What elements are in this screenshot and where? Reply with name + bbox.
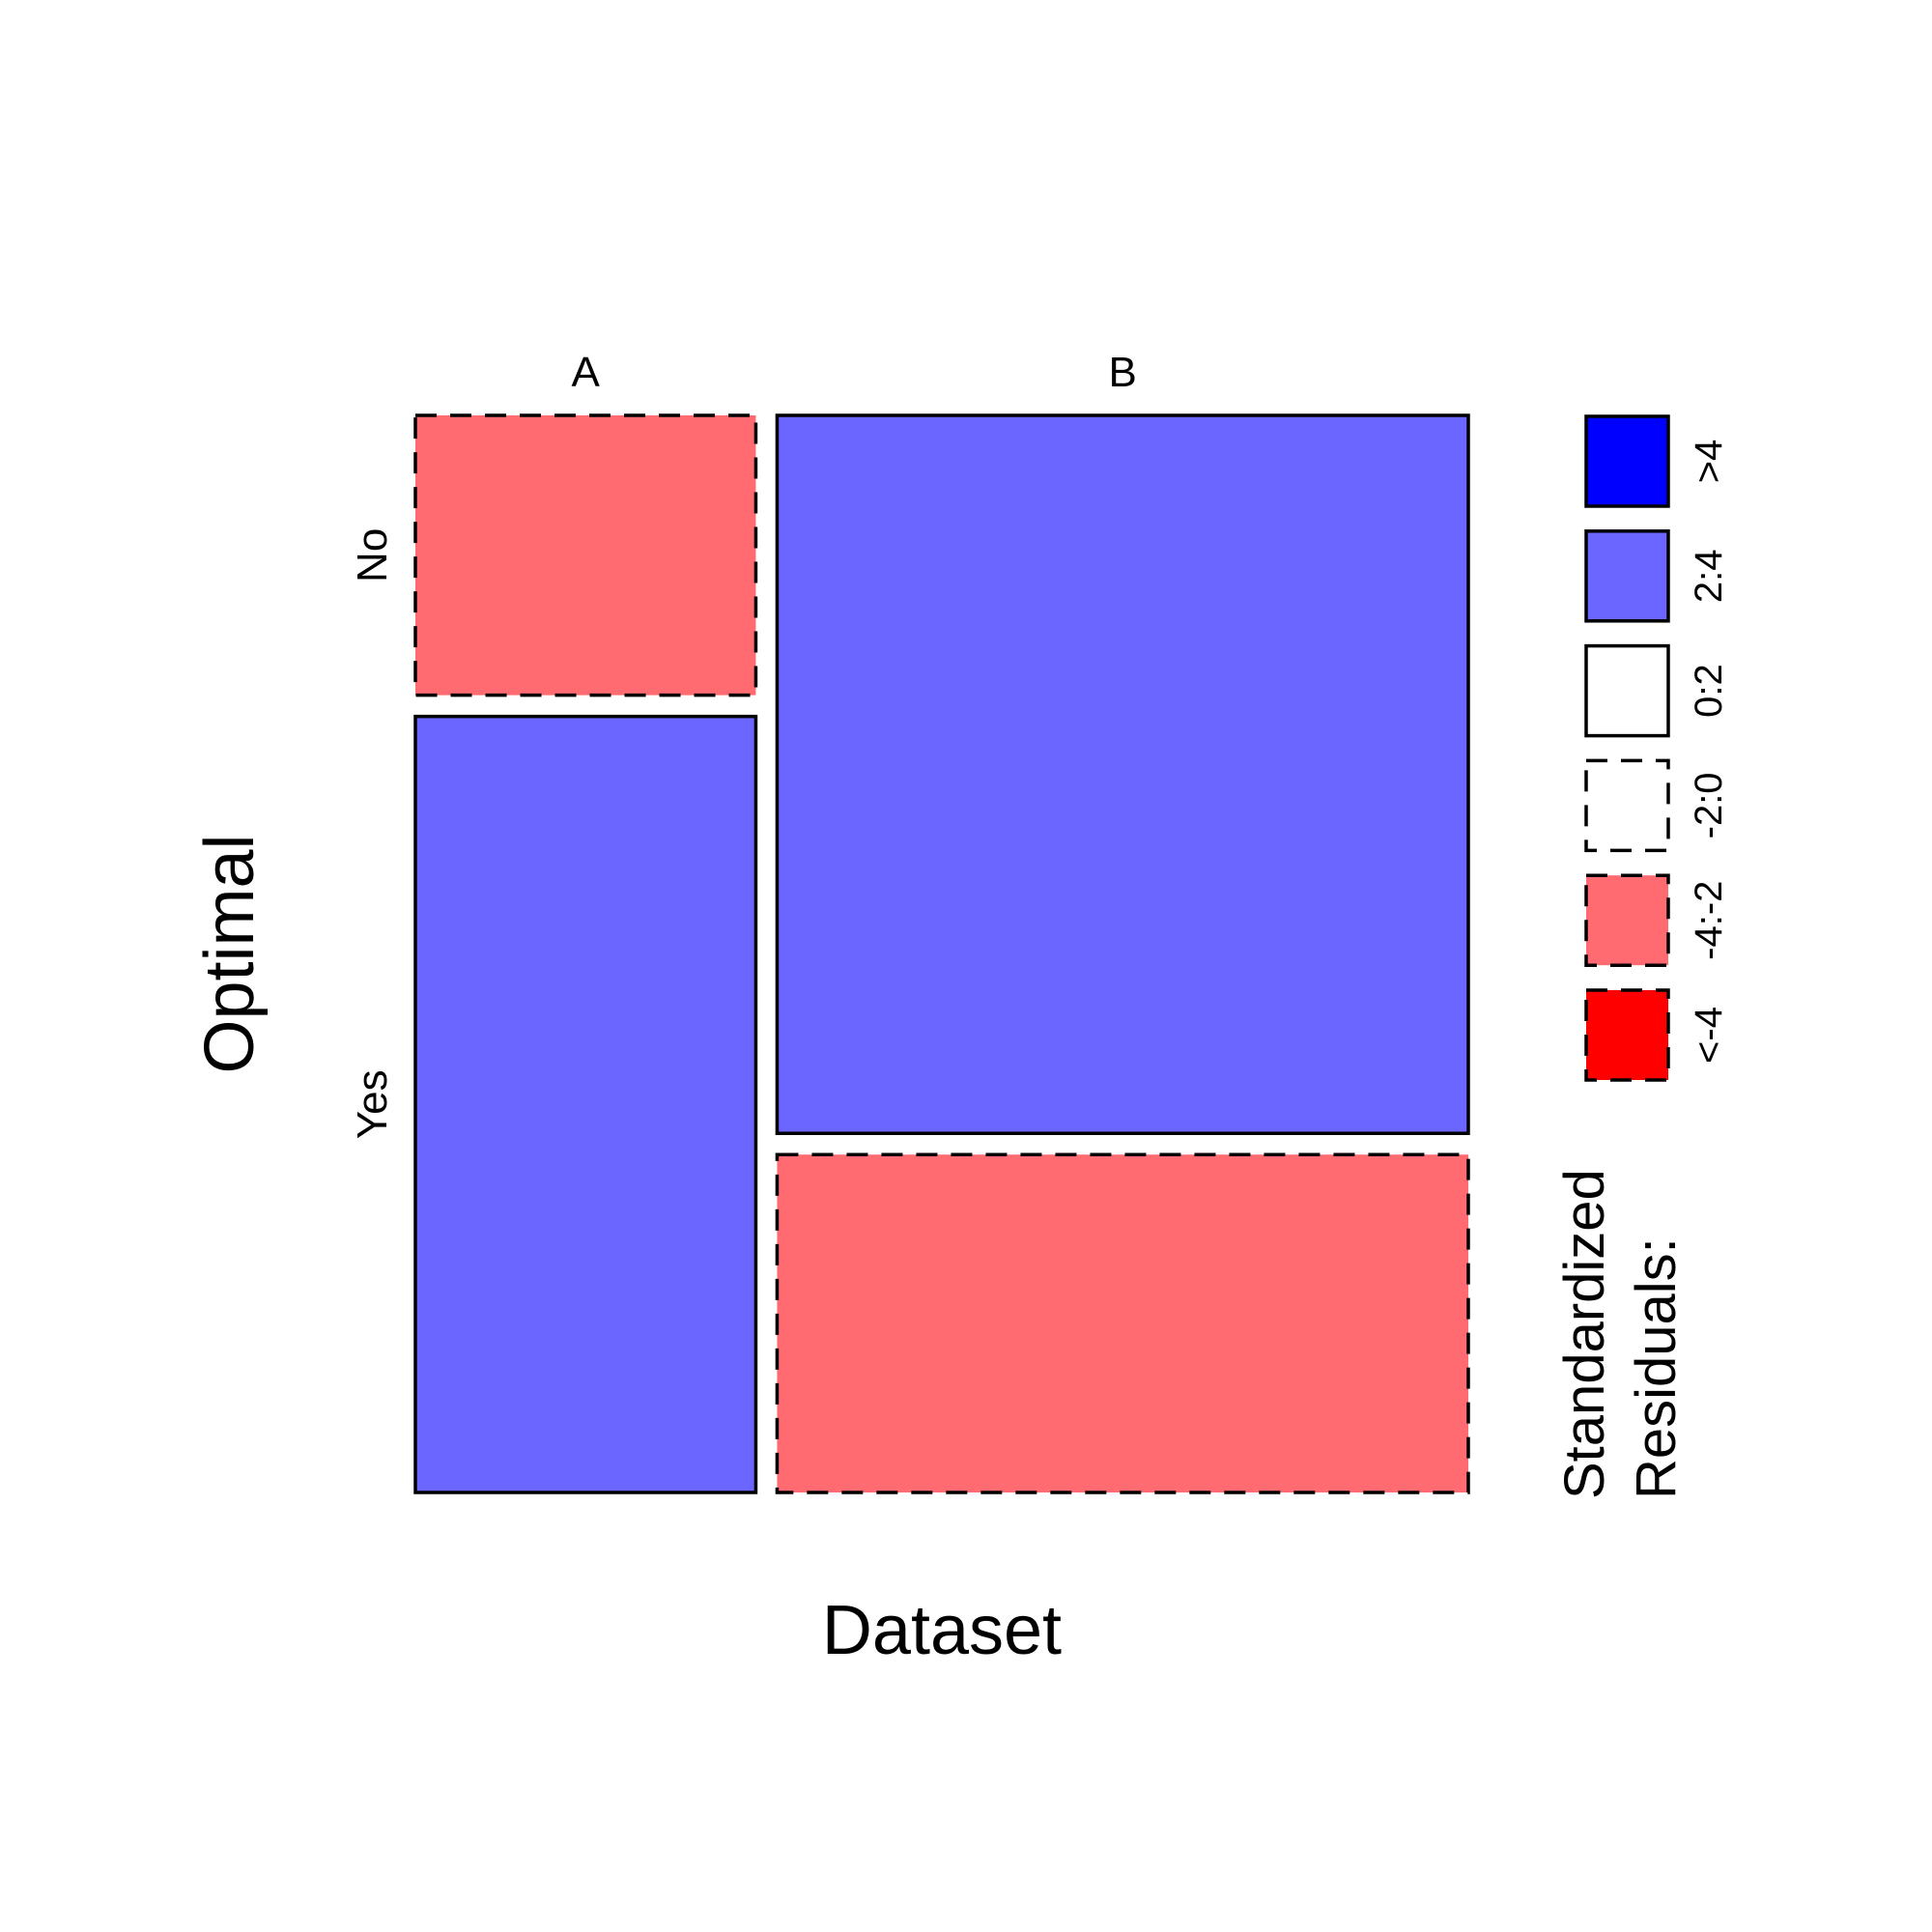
legend-swatch-3 (1584, 758, 1670, 853)
legend-label-5: <-4 (1688, 1007, 1730, 1064)
y-axis-title: Optimal (191, 834, 269, 1073)
legend-label-4: -4:-2 (1688, 881, 1730, 960)
y-tick-labels: No Yes (349, 528, 396, 1140)
y-tick-label-yes: Yes (349, 1069, 396, 1139)
mosaic-cells (413, 413, 1470, 1494)
legend-label-0: >4 (1688, 440, 1730, 484)
legend-label-3: -2:0 (1688, 772, 1730, 838)
legend-swatch-5 (1584, 988, 1670, 1082)
mosaic-cell-b-yes (775, 1152, 1470, 1494)
y-tick-label-no: No (349, 528, 396, 582)
legend-label-2: 0:2 (1688, 664, 1730, 718)
legend-label-1: 2:4 (1688, 549, 1730, 603)
legend-swatch-1 (1584, 529, 1670, 623)
mosaic-cell-a-yes (413, 714, 758, 1494)
legend: >4 2:4 0:2 -2:0 -4:-2 <-4 Standardized Residual… (1553, 414, 1730, 1499)
legend-swatch-0 (1584, 414, 1670, 508)
legend-title-line-1: Residuals: (1625, 1237, 1688, 1499)
legend-swatch-2 (1584, 643, 1670, 738)
x-tick-label-b: B (1109, 349, 1137, 396)
x-axis-title: Dataset (822, 1592, 1062, 1669)
mosaic-cell-b-no (775, 413, 1470, 1135)
legend-swatch-4 (1584, 873, 1670, 967)
x-tick-label-a: A (572, 349, 601, 396)
legend-title-line-0: Standardized (1553, 1169, 1616, 1499)
mosaic-cell-a-no (413, 413, 758, 697)
